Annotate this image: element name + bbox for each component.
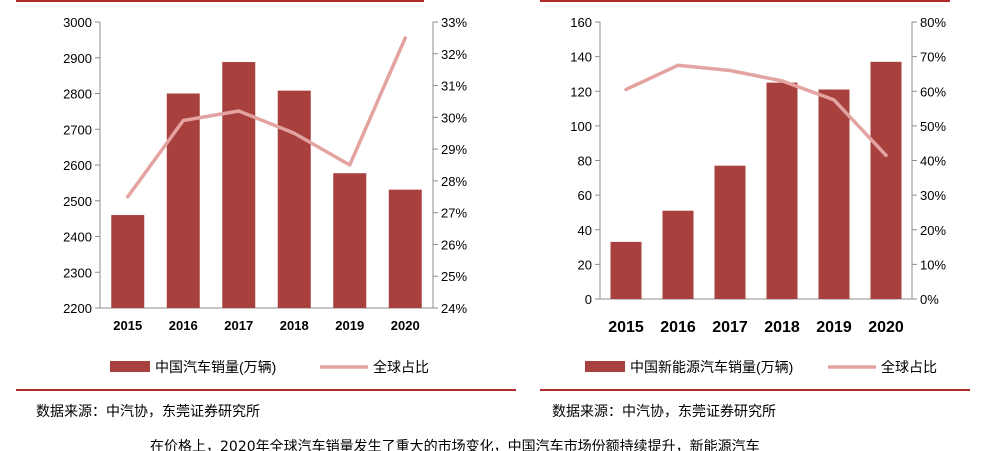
left-category-label: 2015 (113, 318, 142, 333)
left-share-line (126, 36, 407, 199)
left-bar-2015 (111, 215, 145, 308)
right-bar-2020 (870, 61, 902, 299)
left-bar-2020 (388, 189, 422, 308)
right-right-tick-label: 80% (920, 15, 946, 30)
right-left-tick-label: 100 (570, 119, 592, 134)
right-share-line (624, 63, 888, 158)
right-category-label: 2015 (608, 319, 644, 336)
left-left-tick-label: 2600 (63, 158, 92, 173)
right-category-label: 2017 (712, 319, 748, 336)
left-bar-2016 (166, 93, 200, 308)
left-left-tick-label: 2700 (63, 122, 92, 137)
right-left-tick-label: 140 (570, 50, 592, 65)
left-bar-2019 (333, 173, 367, 308)
left-legend-line-label: 全球占比 (373, 359, 429, 375)
left-right-tick-label: 24% (441, 301, 467, 316)
source-note-right: 数据来源：中汽协，东莞证券研究所 (552, 404, 776, 420)
left-left-tick-label: 2800 (63, 87, 92, 102)
chart-right-panel: 0 20 40 60 80 100 120 140 160 0% 10% 20% 30% 40% 50% 60… (500, 0, 999, 385)
left-left-tick-label: 2300 (63, 265, 92, 280)
left-category-label: 2019 (335, 318, 364, 333)
right-left-tick-label: 160 (570, 15, 592, 30)
right-right-tick-label: 0% (920, 292, 939, 307)
left-left-tick-label: 2200 (63, 301, 92, 316)
right-right-tick-label: 40% (920, 154, 946, 169)
bottom-rule-right (540, 389, 970, 391)
left-right-tick-label: 31% (441, 79, 467, 94)
right-category-label: 2020 (868, 319, 904, 336)
left-left-tick-label: 2900 (63, 51, 92, 66)
left-right-tick-label: 33% (441, 15, 467, 30)
right-legend-bar-label: 中国新能源汽车销量(万辆) (630, 359, 793, 375)
left-right-tick-label: 25% (441, 269, 467, 284)
right-left-tick-label: 20 (578, 257, 592, 272)
left-right-tick-label: 32% (441, 47, 467, 62)
body-paragraph: 在价格上，2020年全球汽车销量发生了重大的市场变化，中国汽车市场份额持续提升，… (150, 439, 760, 451)
right-bar-2018 (766, 82, 798, 299)
right-right-tick-label: 10% (920, 257, 946, 272)
right-left-tick-label: 0 (585, 292, 592, 307)
right-bar-2015 (610, 241, 642, 299)
right-category-label: 2016 (660, 319, 696, 336)
left-legend-bar-label: 中国汽车销量(万辆) (155, 359, 276, 375)
right-right-tick-label: 70% (920, 50, 946, 65)
left-right-tick-label: 30% (441, 110, 467, 125)
right-category-label: 2018 (764, 319, 800, 336)
right-bar-2019 (818, 89, 850, 299)
left-category-label: 2018 (280, 318, 309, 333)
top-rule-left (16, 0, 424, 2)
left-right-tick-label: 29% (441, 142, 467, 157)
source-note-left: 数据来源：中汽协，东莞证券研究所 (36, 404, 260, 420)
right-right-tick-label: 30% (920, 188, 946, 203)
left-right-tick-label: 28% (441, 174, 467, 189)
left-category-label: 2017 (224, 318, 253, 333)
left-left-tick-label: 3000 (63, 15, 92, 30)
left-right-tick-label: 27% (441, 206, 467, 221)
left-legend-bar-swatch (110, 361, 150, 372)
right-right-tick-label: 60% (920, 84, 946, 99)
left-left-tick-label: 2500 (63, 194, 92, 209)
left-bar-2017 (222, 62, 256, 308)
left-bar-2018 (277, 90, 311, 308)
top-rule-right (540, 0, 950, 2)
right-legend-line-label: 全球占比 (881, 359, 937, 375)
right-left-tick-label: 80 (578, 154, 592, 169)
left-category-label: 2020 (391, 318, 420, 333)
right-right-tick-label: 20% (920, 223, 946, 238)
right-legend-bar-swatch (585, 361, 625, 372)
chart-left-panel: 2200 2300 2400 2500 2600 2700 2800 2900 3000 24% 2… (0, 0, 500, 385)
left-right-tick-label: 26% (441, 237, 467, 252)
right-left-tick-label: 60 (578, 188, 592, 203)
chart-left: 2200 2300 2400 2500 2600 2700 2800 2900 3000 24% 2… (63, 15, 467, 375)
right-category-label: 2019 (816, 319, 852, 336)
right-bar-2016 (662, 210, 694, 299)
right-bar-2017 (714, 165, 746, 299)
left-left-tick-label: 2400 (63, 230, 92, 245)
chart-right: 0 20 40 60 80 100 120 140 160 0% 10% 20% 30% 40% 50% 60… (570, 15, 946, 375)
right-left-tick-label: 40 (578, 223, 592, 238)
right-right-tick-label: 50% (920, 119, 946, 134)
left-category-label: 2016 (169, 318, 198, 333)
bottom-rule-left (16, 389, 516, 391)
right-left-tick-label: 120 (570, 84, 592, 99)
